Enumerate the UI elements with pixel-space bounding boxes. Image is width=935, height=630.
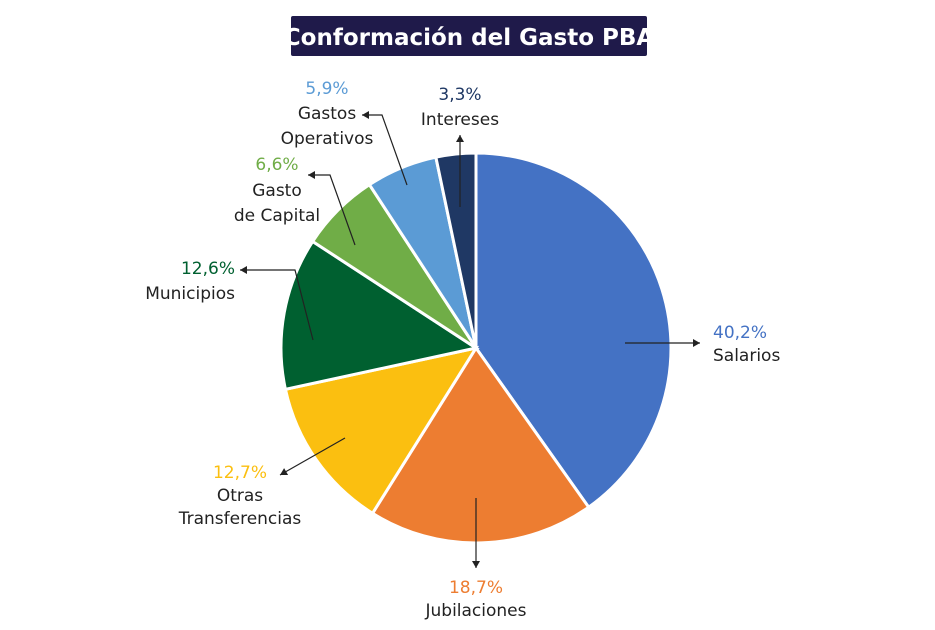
slice-value-label-intereses: 3,3% xyxy=(438,85,481,105)
leader-arrowhead-otras-transferencias xyxy=(280,468,289,475)
slice-name-label-municipios: Municipios xyxy=(145,284,235,304)
leader-line-gasto-de-capital xyxy=(308,174,356,246)
leader-arrowhead-gasto-de-capital xyxy=(308,171,315,179)
slice-value-label-municipios: 12,6% xyxy=(181,259,235,279)
leader-line-otras-transferencias xyxy=(279,437,346,476)
chart-title-text: Conformación del Gasto PBA xyxy=(284,25,655,51)
slice-name-label-otras-transferencias-2: Transferencias xyxy=(178,509,302,529)
slice-value-label-otras-transferencias: 12,7% xyxy=(213,463,267,483)
leader-arrowhead-municipios xyxy=(240,266,247,274)
pie-slice-otras-transferencias xyxy=(283,345,480,516)
slice-value-label-jubilaciones: 18,7% xyxy=(449,578,503,598)
slice-name-label-salarios: Salarios xyxy=(713,346,780,366)
pie-slice-salarios xyxy=(474,151,673,510)
slice-name-label-gasto-de-capital-1: Gasto xyxy=(252,181,302,201)
slice-value-label-salarios: 40,2% xyxy=(713,323,767,343)
pie-slice-intereses xyxy=(434,151,478,349)
leader-line-municipios xyxy=(240,269,314,341)
slice-name-label-otras-transferencias-1: Otras xyxy=(217,486,263,506)
pie-slices xyxy=(279,151,673,545)
leader-arrowhead-intereses xyxy=(456,135,464,142)
slice-name-label-intereses: Intereses xyxy=(421,110,499,130)
slice-name-label-gasto-de-capital-2: de Capital xyxy=(234,206,320,226)
leader-arrowhead-gastos-operativos xyxy=(362,111,369,119)
pie-slice-jubilaciones xyxy=(370,345,591,545)
leader-lines xyxy=(240,111,700,568)
chart-title: Conformación del Gasto PBA xyxy=(284,16,655,56)
slice-name-label-gastos-operativos-2: Operativos xyxy=(281,129,374,149)
chart-title-background xyxy=(291,16,647,56)
leader-arrowhead-jubilaciones xyxy=(472,561,480,568)
slice-value-label-gasto-de-capital: 6,6% xyxy=(255,155,298,175)
slice-name-label-jubilaciones: Jubilaciones xyxy=(424,601,526,621)
slice-value-label-gastos-operativos: 5,9% xyxy=(305,79,348,99)
slice-name-label-gastos-operativos-1: Gastos xyxy=(298,104,357,124)
slice-labels: 40,2% Salarios 18,7% Jubilaciones 12,7% Otras… xyxy=(145,79,780,621)
leader-arrowhead-salarios xyxy=(693,339,700,347)
pie-slice-municipios xyxy=(279,239,480,392)
